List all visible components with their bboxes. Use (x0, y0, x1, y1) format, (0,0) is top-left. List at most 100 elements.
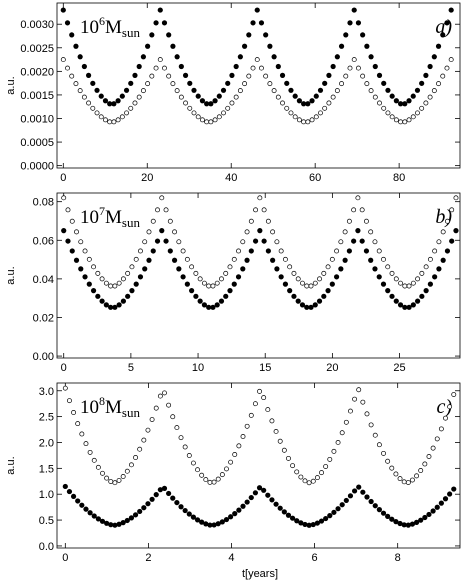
data-point-open (224, 466, 229, 472)
data-point-filled (355, 20, 362, 26)
data-point-filled (149, 496, 155, 502)
data-point-open (447, 404, 453, 410)
data-point-open (95, 270, 101, 276)
data-point-open (352, 396, 358, 402)
x-tick-label: 0 (61, 362, 67, 374)
data-point-filled (178, 504, 184, 510)
data-point-filled (91, 513, 97, 519)
data-point-filled (295, 298, 301, 304)
data-point-filled (410, 93, 416, 99)
data-point-filled (98, 93, 104, 99)
data-point-filled (112, 304, 118, 310)
data-point-open (246, 73, 252, 79)
data-point-filled (228, 514, 234, 520)
data-point-open (172, 229, 178, 235)
data-point-filled (203, 521, 209, 527)
data-point-filled (376, 274, 382, 280)
data-point-filled (145, 43, 151, 49)
data-point-filled (285, 512, 292, 518)
data-point-open (184, 256, 190, 262)
data-point-open (86, 256, 92, 262)
panel-c: 0 2 4 6 8 0.0 0.5 1.0 1.5 2.0 2.5 3.0 a.u. 108Msun c) (5, 382, 461, 564)
data-point-filled (107, 101, 113, 107)
data-point-filled (448, 7, 454, 13)
data-point-open (157, 57, 163, 63)
data-point-open (368, 88, 374, 94)
data-point-filled (432, 274, 438, 280)
data-point-open (376, 248, 382, 254)
data-point-filled (193, 293, 199, 299)
data-point-filled (444, 20, 450, 26)
data-point-filled (291, 293, 297, 299)
y-tick-label: 1.5 (39, 463, 54, 475)
data-point-filled (211, 522, 217, 528)
data-point-filled (170, 495, 176, 501)
data-point-filled (440, 257, 446, 263)
data-point-open (385, 458, 391, 464)
data-point-open (314, 475, 320, 481)
data-point-filled (427, 63, 433, 70)
data-point-filled (244, 257, 250, 263)
data-point-filled (389, 293, 395, 299)
data-point-open (178, 94, 184, 100)
data-point-open (398, 280, 403, 286)
data-point-filled (120, 298, 127, 304)
data-point-open (364, 81, 370, 87)
data-point-open (295, 276, 301, 282)
y-tick-label: 0.0010 (20, 114, 54, 126)
data-point-filled (176, 266, 182, 272)
data-point-filled (237, 54, 243, 60)
data-point-open (65, 207, 71, 213)
data-point-filled (78, 266, 84, 272)
data-point-filled (191, 87, 197, 93)
data-point-filled (406, 98, 412, 104)
data-point-filled (289, 515, 296, 521)
data-point-filled (220, 87, 227, 93)
data-point-filled (313, 93, 319, 99)
data-point-filled (210, 304, 216, 310)
data-point-filled (223, 516, 230, 523)
data-point-filled (368, 257, 374, 263)
data-point-open (153, 405, 159, 411)
y-tick-label: 1.0 (39, 489, 54, 501)
data-point-filled (389, 93, 395, 99)
y-tick-label: 2.5 (39, 412, 54, 424)
data-point-filled (182, 507, 188, 514)
series-filled (62, 483, 457, 528)
data-point-open (112, 283, 118, 289)
data-point-filled (431, 54, 437, 60)
data-point-open (410, 114, 416, 120)
data-point-open (434, 436, 440, 442)
data-point-filled (180, 274, 186, 280)
y-tick-label: 0.0015 (20, 90, 54, 102)
data-point-filled (132, 512, 139, 518)
data-point-filled (351, 7, 357, 13)
data-point-open (140, 88, 146, 94)
data-point-open (343, 419, 349, 425)
data-point-open (157, 393, 163, 399)
data-point-open (207, 479, 213, 485)
data-point-open (368, 229, 374, 235)
data-point-filled (318, 518, 325, 524)
data-point-open (325, 264, 331, 270)
data-point-filled (111, 101, 117, 107)
data-point-filled (208, 101, 214, 107)
data-point-filled (430, 508, 436, 514)
data-point-open (319, 470, 324, 476)
data-point-open (348, 408, 353, 414)
data-point-open (119, 114, 125, 120)
data-point-filled (159, 228, 165, 234)
data-point-filled (136, 63, 142, 70)
data-point-filled (232, 511, 238, 517)
series-filled (61, 228, 459, 310)
data-point-filled (427, 281, 433, 287)
y-axis-label: a.u. (5, 456, 17, 474)
data-point-open (282, 256, 288, 262)
data-point-filled (422, 514, 428, 521)
data-point-filled (347, 20, 353, 26)
data-point-open (231, 256, 237, 262)
data-point-open (237, 88, 243, 94)
data-point-filled (356, 484, 362, 490)
data-point-open (355, 195, 361, 201)
y-tick-label: 0.08 (33, 197, 54, 209)
